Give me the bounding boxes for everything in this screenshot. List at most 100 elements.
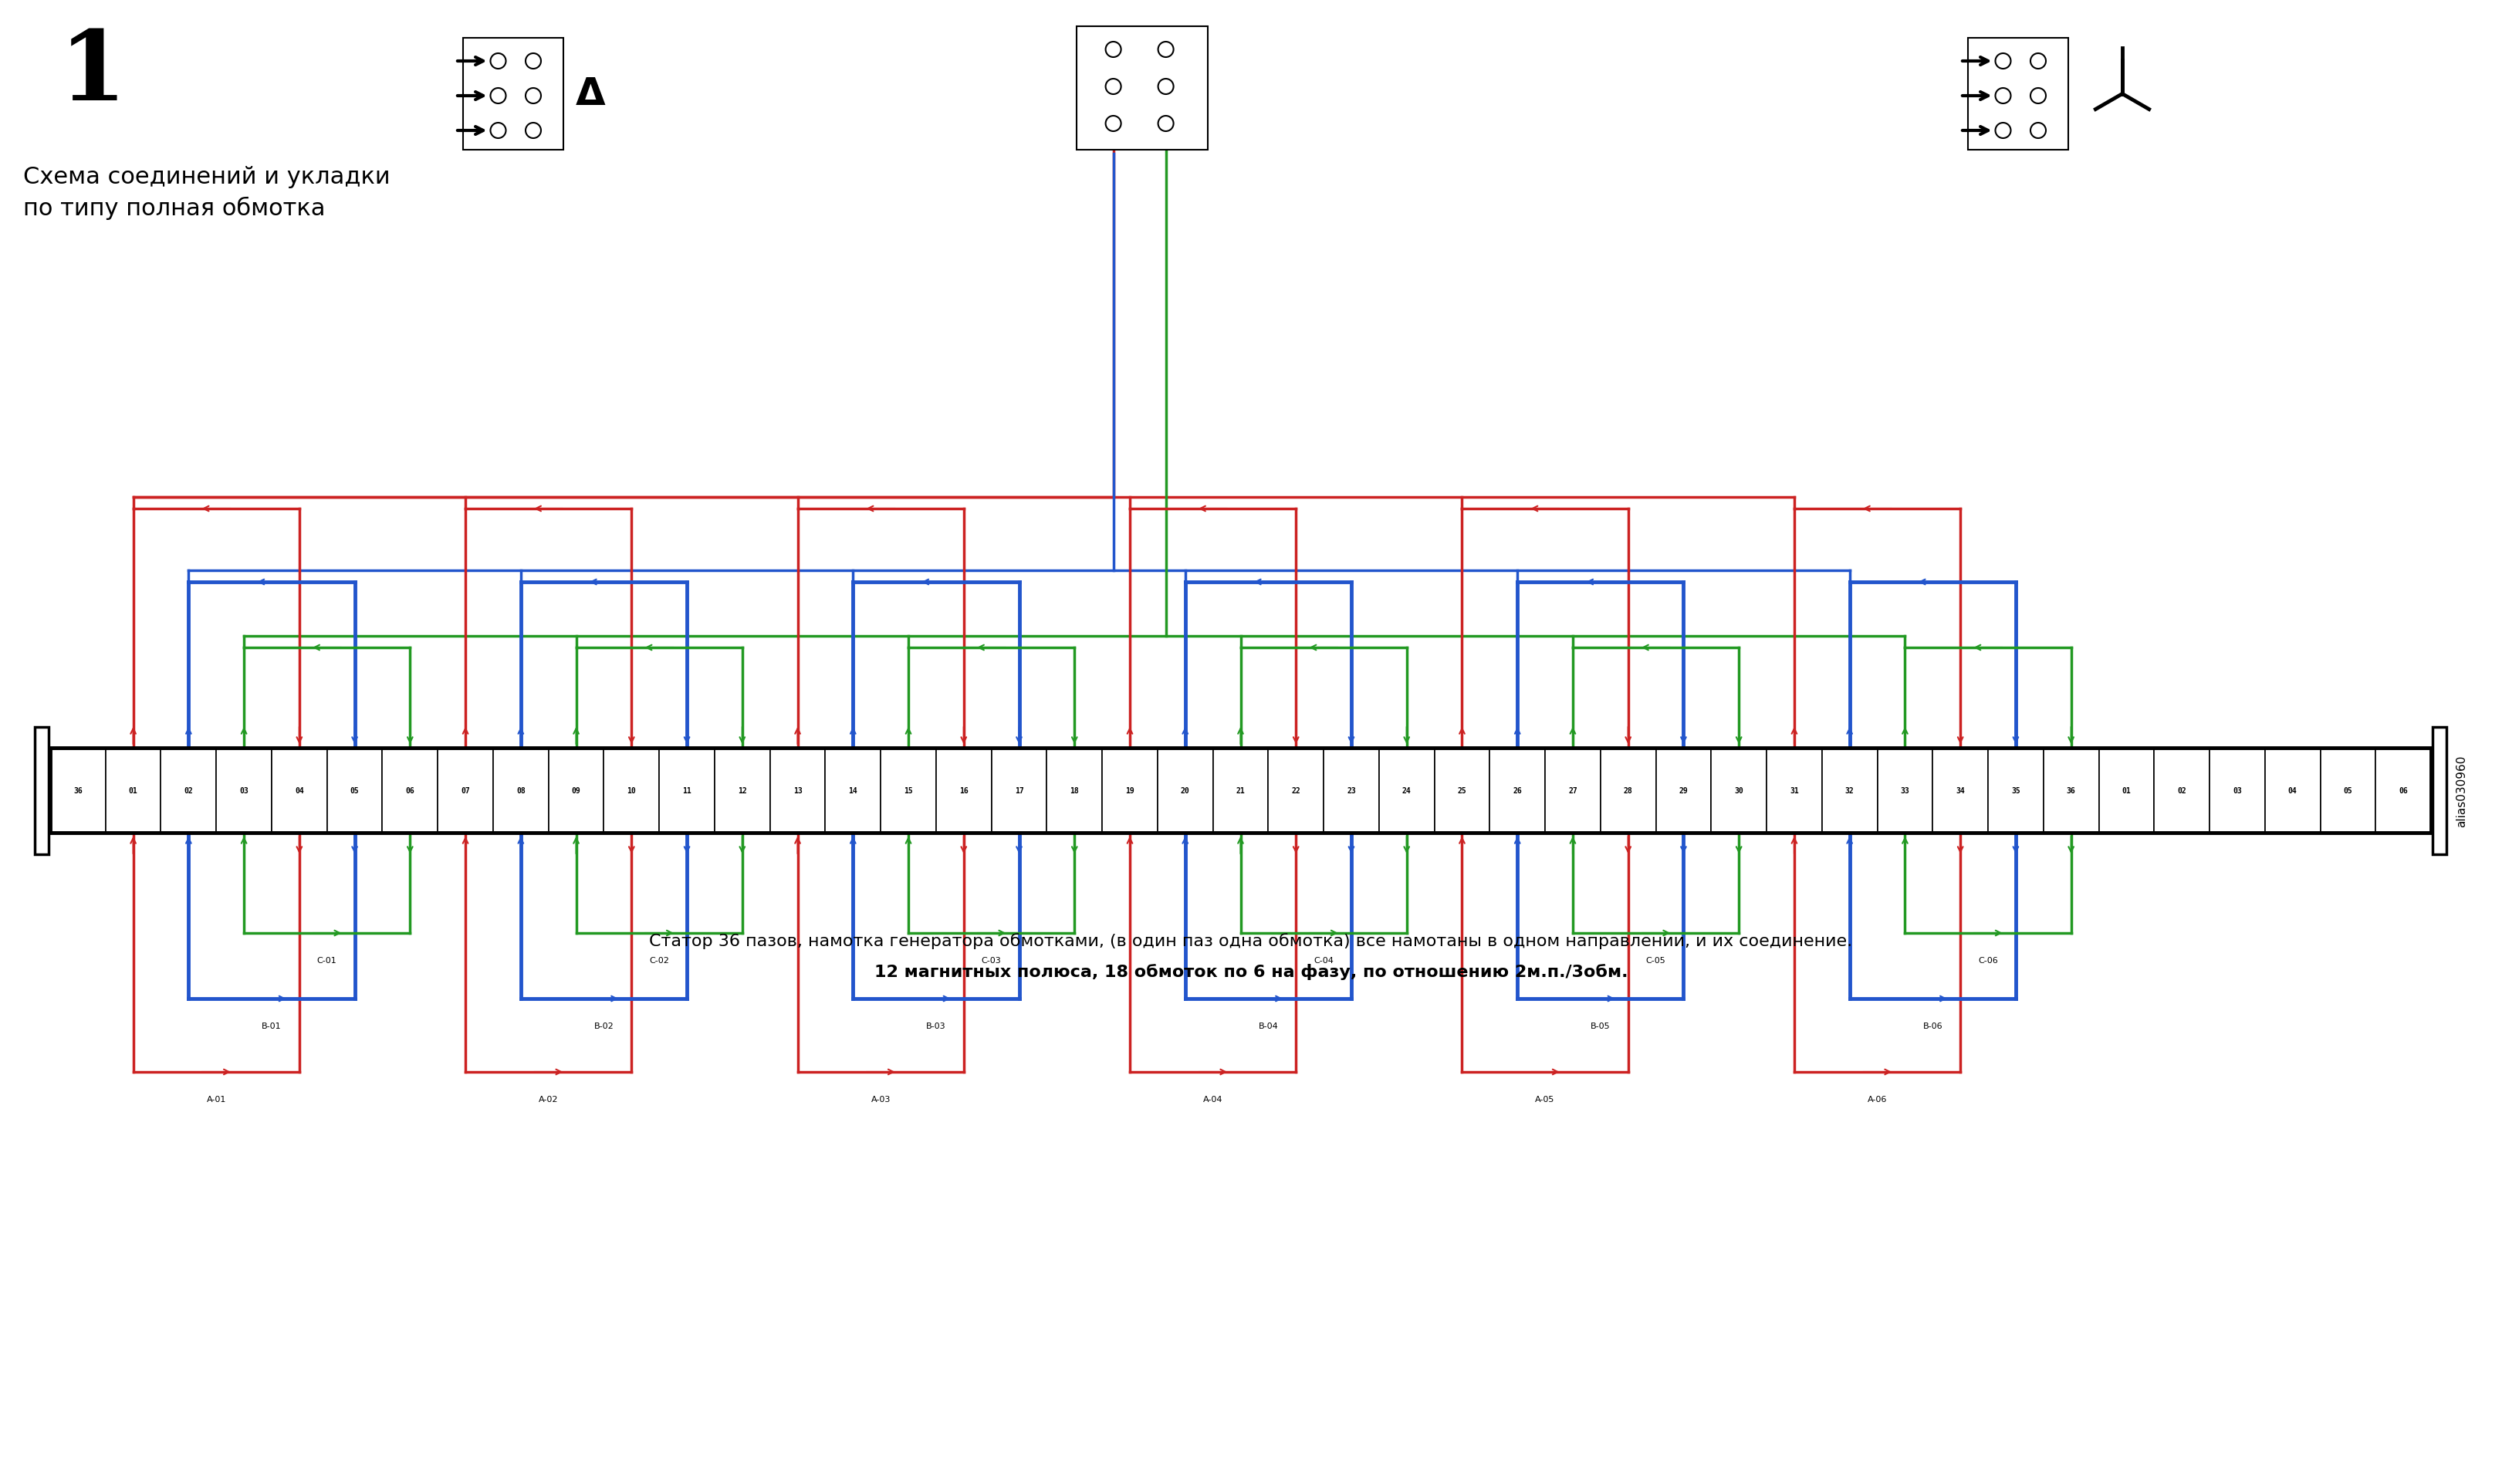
Bar (771, 748, 826, 833)
Text: 27: 27 (1569, 787, 1576, 794)
Bar (1103, 748, 1158, 833)
Text: 09: 09 (570, 787, 580, 794)
Text: 06: 06 (405, 787, 415, 794)
Bar (1656, 748, 1711, 833)
Bar (1601, 748, 1656, 833)
Text: 16: 16 (958, 787, 968, 794)
Text: 28: 28 (1624, 787, 1634, 794)
Bar (881, 748, 936, 833)
Circle shape (1158, 80, 1173, 95)
Text: B-03: B-03 (926, 1022, 946, 1030)
Bar (383, 748, 438, 833)
Circle shape (1106, 43, 1121, 58)
Bar (1269, 748, 1324, 833)
Bar (35, 727, 48, 855)
Bar (160, 748, 215, 833)
Circle shape (1158, 116, 1173, 132)
Circle shape (525, 89, 540, 104)
Text: C-02: C-02 (648, 956, 668, 965)
Text: 21: 21 (1236, 787, 1246, 794)
Bar (658, 748, 716, 833)
Text: 07: 07 (460, 787, 470, 794)
Text: 15: 15 (903, 787, 913, 794)
Text: 26: 26 (1514, 787, 1521, 794)
Text: 06: 06 (2399, 787, 2407, 794)
Bar (1766, 748, 1821, 833)
Bar (1434, 748, 1489, 833)
Bar (826, 748, 881, 833)
Bar (1324, 748, 1379, 833)
Text: C-06: C-06 (1979, 956, 1999, 965)
Text: C-01: C-01 (318, 956, 338, 965)
Circle shape (490, 89, 505, 104)
Text: A-03: A-03 (871, 1095, 891, 1103)
Bar (936, 748, 991, 833)
Text: 31: 31 (1789, 787, 1799, 794)
Text: 02: 02 (2177, 787, 2187, 794)
Text: B-06: B-06 (1924, 1022, 1942, 1030)
Text: 36: 36 (73, 787, 83, 794)
Text: 36: 36 (2067, 787, 2077, 794)
Bar (2154, 748, 2209, 833)
Bar (1711, 748, 1766, 833)
Text: 04: 04 (295, 787, 303, 794)
Circle shape (490, 123, 505, 139)
Text: 34: 34 (1957, 787, 1964, 794)
Text: B-05: B-05 (1591, 1022, 1611, 1030)
Text: 1: 1 (60, 27, 125, 120)
Text: 03: 03 (240, 787, 248, 794)
Text: по типу полная обмотка: по типу полная обмотка (23, 196, 325, 220)
Circle shape (1997, 123, 2012, 139)
Bar (1546, 748, 1601, 833)
Text: 17: 17 (1016, 787, 1023, 794)
Circle shape (2032, 123, 2047, 139)
Text: 18: 18 (1071, 787, 1078, 794)
Text: 29: 29 (1679, 787, 1689, 794)
Bar (1969, 39, 2069, 150)
Bar (2264, 748, 2319, 833)
Text: 11: 11 (683, 787, 691, 794)
Text: 25: 25 (1459, 787, 1466, 794)
Bar (1876, 748, 1932, 833)
Bar (2319, 748, 2374, 833)
Text: 01: 01 (128, 787, 138, 794)
Text: C-05: C-05 (1646, 956, 1666, 965)
Text: 24: 24 (1401, 787, 1411, 794)
Bar (603, 748, 658, 833)
Text: 30: 30 (1734, 787, 1744, 794)
Text: 05: 05 (350, 787, 360, 794)
Text: 20: 20 (1181, 787, 1191, 794)
Bar (1213, 748, 1269, 833)
Text: 08: 08 (515, 787, 525, 794)
Circle shape (1106, 116, 1121, 132)
Bar (2099, 748, 2154, 833)
Bar (1489, 748, 1546, 833)
Circle shape (490, 53, 505, 70)
Text: 19: 19 (1126, 787, 1133, 794)
Bar (1932, 748, 1989, 833)
Bar (50, 748, 2432, 833)
Text: 12 магнитных полюса, 18 обмоток по 6 на фазу, по отношению 2м.п./3обм.: 12 магнитных полюса, 18 обмоток по 6 на … (873, 963, 1629, 979)
Bar (2044, 748, 2099, 833)
Text: 14: 14 (848, 787, 858, 794)
Bar (716, 748, 771, 833)
Circle shape (1997, 53, 2012, 70)
Bar (328, 748, 383, 833)
Bar (2374, 748, 2432, 833)
Text: Δ: Δ (575, 76, 605, 113)
Bar (1076, 27, 1208, 150)
Bar (1989, 748, 2044, 833)
Text: 12: 12 (738, 787, 746, 794)
Text: alias030960: alias030960 (2457, 754, 2467, 827)
Text: A-01: A-01 (208, 1095, 225, 1103)
Text: Схема соединений и укладки: Схема соединений и укладки (23, 166, 390, 188)
Text: C-04: C-04 (1314, 956, 1334, 965)
Bar (105, 748, 160, 833)
Bar (493, 748, 548, 833)
Text: 23: 23 (1346, 787, 1356, 794)
Text: 01: 01 (2122, 787, 2132, 794)
Text: 05: 05 (2344, 787, 2352, 794)
Circle shape (2032, 53, 2047, 70)
Bar (2209, 748, 2264, 833)
Bar (1046, 748, 1103, 833)
